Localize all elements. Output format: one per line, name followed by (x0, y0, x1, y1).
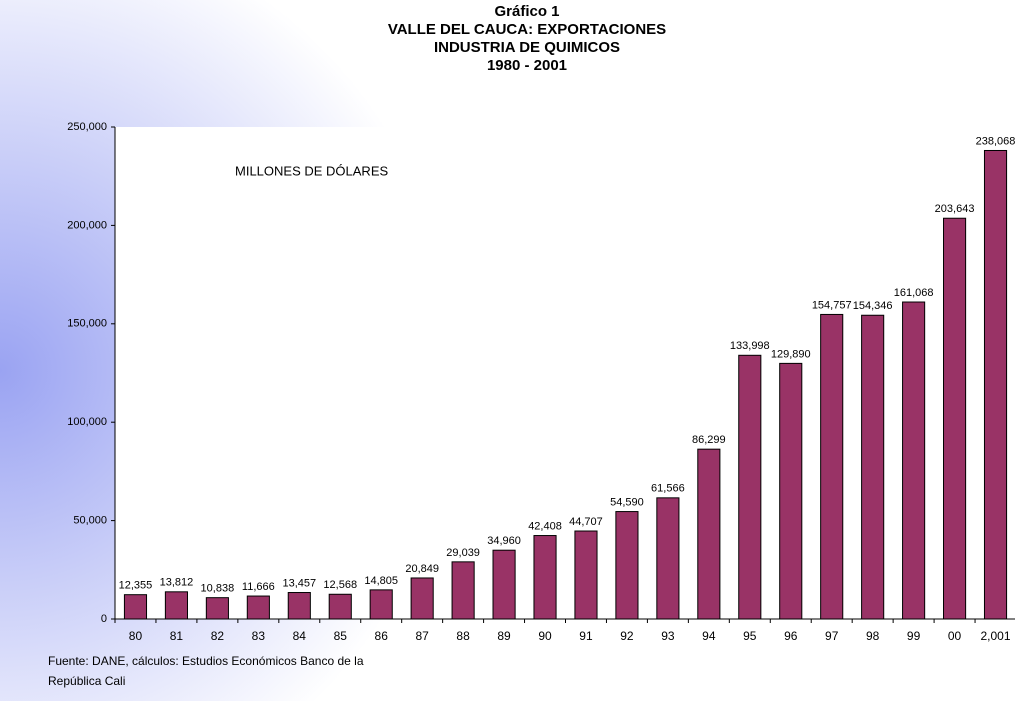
value-label: 238,068 (976, 135, 1015, 147)
value-label: 203,643 (935, 203, 975, 215)
value-label: 29,039 (446, 547, 480, 559)
y-tick-label: 250,000 (67, 121, 107, 133)
value-label: 11,666 (242, 581, 275, 593)
bar (861, 314, 885, 620)
chart-title: VALLE DEL CAUCA: EXPORTACIONES (388, 21, 666, 38)
bar (246, 595, 270, 620)
value-label: 44,707 (569, 516, 603, 528)
bar (328, 593, 352, 620)
value-label: 54,590 (610, 496, 644, 508)
x-tick-label: 91 (579, 629, 593, 643)
value-label: 133,998 (730, 340, 770, 352)
x-tick-label: 92 (620, 629, 634, 643)
value-label: 12,568 (323, 579, 357, 591)
value-label: 154,346 (853, 300, 893, 312)
value-label: 129,890 (771, 348, 811, 360)
bar (205, 597, 229, 620)
bar (615, 511, 639, 620)
bar (123, 594, 148, 620)
chart-title: Gráfico 1 (494, 3, 559, 20)
annotation: MILLONES DE DÓLARES (235, 163, 388, 178)
value-label: 42,408 (528, 520, 562, 532)
bar (902, 301, 926, 620)
x-tick-label: 84 (293, 629, 307, 643)
bar (451, 561, 475, 620)
x-tick-label: 81 (170, 629, 184, 643)
bar (574, 530, 598, 620)
x-tick-label: 86 (375, 629, 389, 643)
bar (820, 313, 844, 620)
y-tick-label: 0 (101, 613, 107, 625)
y-tick-label: 150,000 (67, 318, 107, 330)
bar (410, 577, 434, 620)
x-tick-label: 99 (907, 629, 921, 643)
x-tick-label: 90 (538, 629, 552, 643)
bar (738, 354, 762, 620)
bar (983, 149, 1008, 620)
bar (697, 448, 721, 620)
x-tick-label: 97 (825, 629, 839, 643)
x-tick-label: 96 (784, 629, 798, 643)
value-label: 34,960 (487, 535, 521, 547)
bar (533, 535, 557, 620)
bar (656, 497, 680, 620)
bar (943, 217, 967, 620)
bar (779, 362, 803, 620)
x-tick-label: 87 (415, 629, 429, 643)
x-tick-label: 98 (866, 629, 880, 643)
value-label: 20,849 (405, 563, 439, 575)
y-tick-label: 50,000 (73, 515, 107, 527)
x-tick-label: 82 (211, 629, 225, 643)
value-label: 13,457 (282, 577, 316, 589)
x-tick-label: 93 (661, 629, 675, 643)
value-label: 61,566 (651, 483, 685, 495)
x-tick-label: 2,001 (981, 629, 1011, 643)
y-tick-label: 200,000 (67, 219, 107, 231)
x-tick-label: 89 (497, 629, 511, 643)
source-note: Fuente: DANE, cálculos: Estudios Económi… (48, 654, 364, 668)
source-note: República Cali (48, 674, 125, 688)
value-label: 161,068 (894, 287, 934, 299)
x-tick-label: 00 (948, 629, 962, 643)
x-tick-label: 94 (702, 629, 716, 643)
value-label: 10,838 (201, 583, 235, 595)
chart-title: INDUSTRIA DE QUIMICOS (434, 39, 620, 56)
bar (287, 592, 311, 620)
x-tick-label: 80 (129, 629, 143, 643)
bar (164, 591, 188, 620)
bar (492, 549, 516, 620)
x-tick-label: 88 (456, 629, 470, 643)
x-tick-label: 83 (252, 629, 266, 643)
value-label: 12,355 (119, 580, 153, 592)
chart-title: 1980 - 2001 (487, 57, 567, 74)
x-tick-label: 95 (743, 629, 757, 643)
value-label: 154,757 (812, 299, 852, 311)
value-label: 86,299 (692, 434, 726, 446)
y-tick-label: 100,000 (67, 416, 107, 428)
x-tick-label: 85 (334, 629, 348, 643)
value-label: 13,812 (160, 577, 194, 589)
value-label: 14,805 (364, 575, 398, 587)
bar (369, 589, 393, 620)
